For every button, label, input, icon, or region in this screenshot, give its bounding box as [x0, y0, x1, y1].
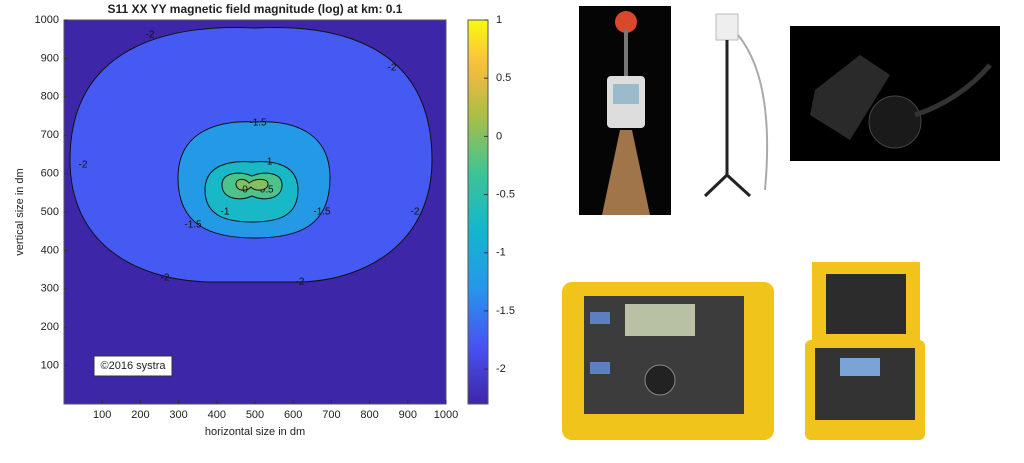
y-tick-label: 400 [41, 244, 59, 256]
y-tick-label: 300 [41, 283, 59, 295]
contour-label: -1.5 [184, 220, 202, 231]
x-tick-label: 300 [169, 409, 187, 421]
y-tick-label: 500 [41, 206, 59, 218]
y-tick-label: 600 [41, 168, 59, 180]
contour-plot: -2 -2 -2 -2 -2 -2 -1.5 -1.5 -1.5 -1 -1 -0.5 0 [63, 19, 447, 405]
colorbar-tick-label: 1 [496, 14, 502, 26]
x-tick-label: 1000 [434, 409, 458, 421]
contour-label: -1.5 [313, 207, 331, 218]
y-tick-label: 200 [41, 321, 59, 333]
y-tick-label: 100 [41, 360, 59, 372]
colorbar-tick-label: 0 [496, 130, 502, 142]
x-tick-label: 900 [399, 409, 417, 421]
contour-label: -0.5 [256, 185, 274, 196]
y-tick-label: 700 [41, 129, 59, 141]
contour-label: -1 [221, 207, 230, 218]
x-tick-label: 400 [208, 409, 226, 421]
contour-label: -2 [161, 273, 170, 284]
colorbar-tick-label: -1.5 [496, 305, 515, 317]
photo-antenna [703, 13, 769, 198]
x-tick-label: 100 [93, 409, 111, 421]
contour-label: -2 [411, 207, 420, 218]
contour-label: -2 [388, 63, 397, 74]
contour-region [235, 178, 269, 191]
x-tick-label: 600 [284, 409, 302, 421]
colorbar-tick-label: -0.5 [496, 188, 515, 200]
contour-label: -1 [264, 157, 273, 168]
contour-label: -2 [146, 30, 155, 41]
chart-title: S11 XX YY magnetic field magnitude (log)… [108, 2, 403, 16]
contour-label: -2 [296, 277, 305, 288]
photo-tester [562, 282, 774, 440]
photo-analyzer [790, 26, 1000, 161]
y-tick-label: 800 [41, 91, 59, 103]
photo-probe [579, 6, 671, 215]
x-axis-label: horizontal size in dm [205, 426, 305, 438]
contour-label: -1.5 [249, 118, 267, 129]
y-tick-label: 1000 [35, 14, 59, 26]
y-tick-label: 900 [41, 52, 59, 64]
colorbar-tick-label: -2 [496, 363, 506, 375]
x-tick-label: 200 [131, 409, 149, 421]
colorbar-tick-label: 0.5 [496, 72, 511, 84]
y-axis-label: vertical size in dm [14, 168, 26, 255]
contour-label: -2 [79, 160, 88, 171]
x-tick-label: 800 [360, 409, 378, 421]
annotation-box [93, 355, 173, 377]
x-tick-label: 700 [322, 409, 340, 421]
photo-ohmmeter [805, 262, 925, 440]
annotation: ©2016 systra [101, 360, 167, 372]
colorbar [467, 19, 489, 405]
x-tick-label: 500 [246, 409, 264, 421]
colorbar-tick-label: -1 [496, 247, 506, 259]
contour-label: 0 [242, 185, 248, 196]
